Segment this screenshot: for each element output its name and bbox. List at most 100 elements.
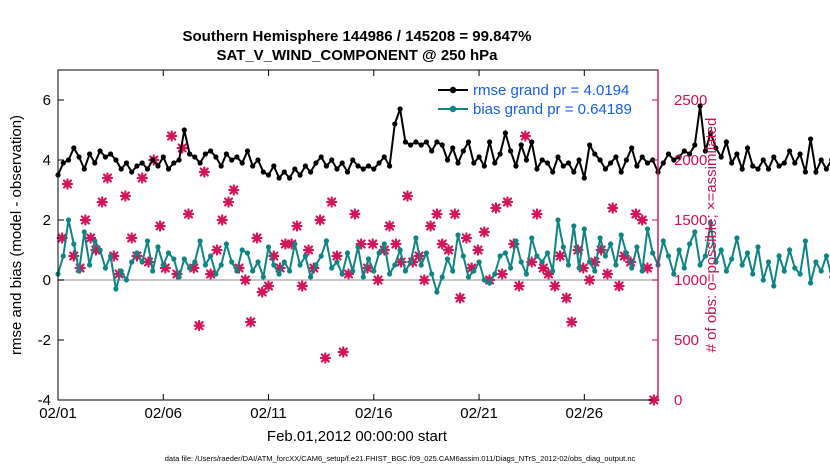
rmse-point xyxy=(776,163,782,169)
obs-assimilated-marker xyxy=(401,190,414,202)
y-tick-label: 0 xyxy=(43,272,51,289)
rmse-point xyxy=(692,142,698,148)
bias-point xyxy=(813,259,819,265)
bias-point xyxy=(329,265,335,271)
bias-point xyxy=(781,268,787,274)
bias-point xyxy=(450,268,456,274)
rmse-point xyxy=(729,160,735,166)
bias-point xyxy=(555,217,561,223)
obs-assimilated-marker xyxy=(96,196,108,208)
obs-assimilated-marker xyxy=(436,238,448,250)
obs-assimilated-marker xyxy=(466,262,478,274)
rmse-point xyxy=(81,166,87,172)
rmse-point xyxy=(613,154,619,160)
rmse-point xyxy=(587,142,593,148)
obs-assimilated-marker xyxy=(542,268,555,280)
rmse-point xyxy=(497,151,503,157)
bias-point xyxy=(734,235,740,241)
obs-assimilated-marker xyxy=(483,274,496,286)
obs-assimilated-marker xyxy=(142,256,155,268)
rmse-point xyxy=(292,166,298,172)
rmse-point xyxy=(550,169,556,175)
rmse-point xyxy=(323,163,329,169)
obs-assimilated-marker xyxy=(302,244,315,256)
rmse-point xyxy=(339,160,345,166)
obs-assimilated-marker xyxy=(79,214,91,226)
bias-point xyxy=(108,253,114,259)
bias-point xyxy=(187,265,193,271)
bias-point xyxy=(608,241,614,247)
bias-point xyxy=(287,268,293,274)
rmse-point xyxy=(192,154,198,160)
obs-assimilated-marker xyxy=(595,244,607,256)
bias-point xyxy=(260,274,266,280)
bias-point xyxy=(208,253,214,259)
rmse-point xyxy=(265,172,272,178)
bias-point xyxy=(139,259,145,265)
bias-point xyxy=(539,259,545,265)
obs-assimilated-marker xyxy=(166,130,178,142)
obs-assimilated-marker xyxy=(425,220,437,232)
y-axis-right-label: # of obs: o=possible; ×=assimilated xyxy=(703,118,720,353)
bias-point xyxy=(787,247,793,253)
bias-point xyxy=(623,250,630,256)
rmse-point xyxy=(239,160,245,166)
rmse-point xyxy=(639,154,645,160)
rmse-point xyxy=(381,154,387,160)
bias-point xyxy=(160,262,166,268)
obs-assimilated-marker xyxy=(472,244,484,256)
obs-assimilated-marker xyxy=(182,208,195,220)
bias-point xyxy=(339,271,345,277)
bias-point xyxy=(381,241,387,247)
rmse-point xyxy=(118,166,124,172)
obs-assimilated-marker xyxy=(319,352,331,364)
rmse-point xyxy=(755,166,761,172)
bias-point xyxy=(176,274,182,280)
obs-assimilated-marker xyxy=(431,208,443,220)
rmse-point xyxy=(739,166,745,172)
bias-point xyxy=(318,253,324,259)
y-right-tick-label: 2500 xyxy=(674,92,707,109)
obs-assimilated-marker xyxy=(589,256,601,268)
rmse-point xyxy=(108,151,114,157)
rmse-point xyxy=(413,139,419,145)
bias-point xyxy=(823,253,830,259)
y-tick-label: -2 xyxy=(38,332,51,349)
rmse-point xyxy=(502,130,508,136)
obs-assimilated-marker xyxy=(460,232,473,244)
rmse-point xyxy=(365,163,372,169)
bias-point xyxy=(460,253,466,259)
bias-point xyxy=(481,277,487,283)
bias-point xyxy=(271,262,277,268)
bias-point xyxy=(513,238,519,244)
bias-point xyxy=(544,250,551,256)
obs-assimilated-marker xyxy=(126,232,138,244)
obs-assimilated-marker xyxy=(383,220,396,232)
rmse-point xyxy=(144,166,151,172)
bias-point xyxy=(771,283,777,289)
bias-point xyxy=(202,262,208,268)
bias-point xyxy=(223,241,229,247)
footnote-data-file: data file: /Users/raeder/DAI/ATM_forcXX/… xyxy=(165,454,636,463)
rmse-point xyxy=(87,151,93,157)
bias-point xyxy=(434,289,440,295)
bias-point xyxy=(155,244,161,250)
rmse-point xyxy=(402,139,408,145)
obs-assimilated-marker xyxy=(251,232,263,244)
obs-assimilated-marker xyxy=(239,274,251,286)
bias-point xyxy=(192,259,198,265)
rmse-point xyxy=(208,148,214,154)
rmse-point xyxy=(197,160,203,166)
rmse-point xyxy=(308,169,314,175)
obs-assimilated-marker xyxy=(113,268,125,280)
bias-point xyxy=(387,271,393,277)
bias-point xyxy=(639,268,645,274)
rmse-legend-marker xyxy=(449,86,457,94)
bias-point xyxy=(529,235,535,241)
bias-point xyxy=(571,223,577,229)
rmse-point xyxy=(713,145,719,151)
rmse-point xyxy=(450,145,456,151)
bias-point xyxy=(518,259,524,265)
rmse-point xyxy=(544,160,551,166)
rmse-point xyxy=(508,148,514,154)
